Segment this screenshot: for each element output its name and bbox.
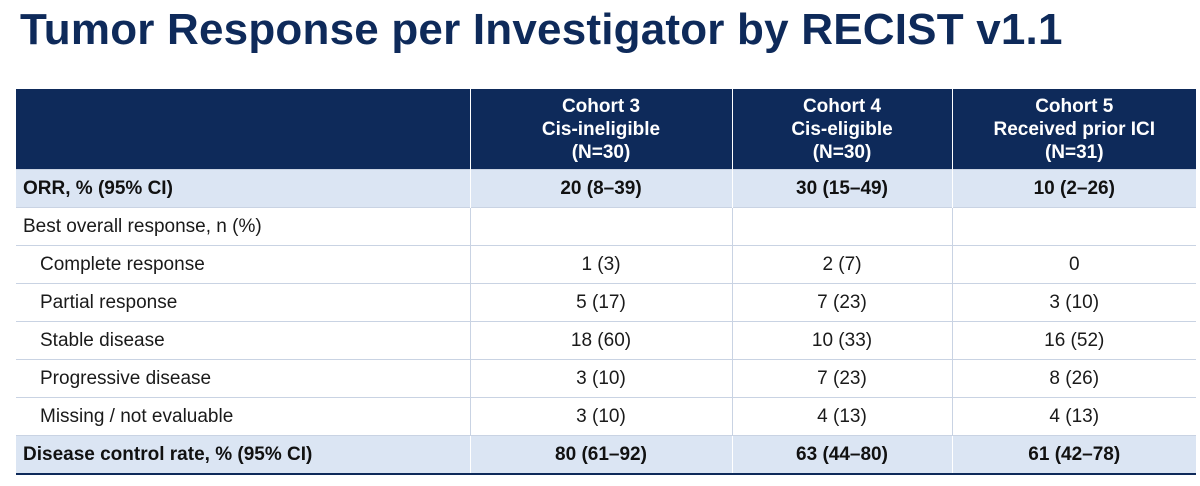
header-cohort-5-name: Cohort 5	[1035, 95, 1114, 117]
row-orr: ORR, % (95% CI) 20 (8–39) 30 (15–49) 10 …	[16, 169, 1196, 208]
row-partial-response: Partial response 5 (17) 7 (23) 3 (10)	[16, 283, 1196, 322]
cell-cohort-5: 16 (52)	[951, 321, 1196, 360]
row-complete-response: Complete response 1 (3) 2 (7) 0	[16, 245, 1196, 284]
cell-cohort-4: 63 (44–80)	[731, 435, 952, 475]
cell-cohort-3: 3 (10)	[469, 359, 732, 398]
row-label: Partial response	[16, 283, 470, 322]
cell-cohort-3	[469, 207, 732, 246]
row-missing-not-evaluable: Missing / not evaluable 3 (10) 4 (13) 4 …	[16, 397, 1196, 436]
header-cell-cohort-4: Cohort 4 Cis-eligible (N=30)	[731, 89, 952, 170]
header-cohort-4-name: Cohort 4	[802, 95, 882, 117]
tumor-response-table: Cohort 3 Cis-ineligible (N=30) Cohort 4 …	[16, 89, 1196, 475]
cell-cohort-3: 5 (17)	[469, 283, 732, 322]
cell-cohort-4: 7 (23)	[731, 359, 952, 398]
header-cohort-3-group: Cis-ineligible	[541, 118, 661, 140]
row-stable-disease: Stable disease 18 (60) 10 (33) 16 (52)	[16, 321, 1196, 360]
header-cell-cohort-3: Cohort 3 Cis-ineligible (N=30)	[469, 89, 732, 170]
table-header-row: Cohort 3 Cis-ineligible (N=30) Cohort 4 …	[16, 89, 1196, 170]
header-cohort-4-n: (N=30)	[812, 141, 872, 163]
row-progressive-disease: Progressive disease 3 (10) 7 (23) 8 (26)	[16, 359, 1196, 398]
row-label: Missing / not evaluable	[16, 397, 470, 436]
header-cohort-3-n: (N=30)	[571, 141, 631, 163]
cell-cohort-3: 18 (60)	[469, 321, 732, 360]
cell-cohort-4: 2 (7)	[731, 245, 952, 284]
row-label: ORR, % (95% CI)	[16, 169, 470, 208]
row-label: Disease control rate, % (95% CI)	[16, 435, 470, 475]
cell-cohort-5: 4 (13)	[951, 397, 1196, 436]
cell-cohort-3: 1 (3)	[469, 245, 732, 284]
cell-cohort-4: 10 (33)	[731, 321, 952, 360]
row-best-overall-response: Best overall response, n (%)	[16, 207, 1196, 246]
header-cell-label	[16, 89, 470, 170]
row-label: Stable disease	[16, 321, 470, 360]
cell-cohort-5	[951, 207, 1196, 246]
row-label: Progressive disease	[16, 359, 470, 398]
cell-cohort-3: 80 (61–92)	[469, 435, 732, 475]
header-cohort-5-group: Received prior ICI	[993, 118, 1156, 140]
row-disease-control-rate: Disease control rate, % (95% CI) 80 (61–…	[16, 435, 1196, 475]
cell-cohort-4: 4 (13)	[731, 397, 952, 436]
header-cohort-4-group: Cis-eligible	[791, 118, 893, 140]
cell-cohort-5: 3 (10)	[951, 283, 1196, 322]
cell-cohort-5: 0	[951, 245, 1196, 284]
header-cohort-5-n: (N=31)	[1044, 141, 1104, 163]
row-label: Complete response	[16, 245, 470, 284]
cell-cohort-4: 30 (15–49)	[731, 169, 952, 208]
cell-cohort-4: 7 (23)	[731, 283, 952, 322]
cell-cohort-5: 10 (2–26)	[951, 169, 1196, 208]
cell-cohort-4	[731, 207, 952, 246]
header-cohort-3-name: Cohort 3	[561, 95, 641, 117]
page-title: Tumor Response per Investigator by RECIS…	[20, 5, 1063, 54]
cell-cohort-5: 61 (42–78)	[951, 435, 1196, 475]
cell-cohort-5: 8 (26)	[951, 359, 1196, 398]
row-label: Best overall response, n (%)	[16, 207, 470, 246]
cell-cohort-3: 3 (10)	[469, 397, 732, 436]
header-cell-cohort-5: Cohort 5 Received prior ICI (N=31)	[951, 89, 1196, 170]
cell-cohort-3: 20 (8–39)	[469, 169, 732, 208]
